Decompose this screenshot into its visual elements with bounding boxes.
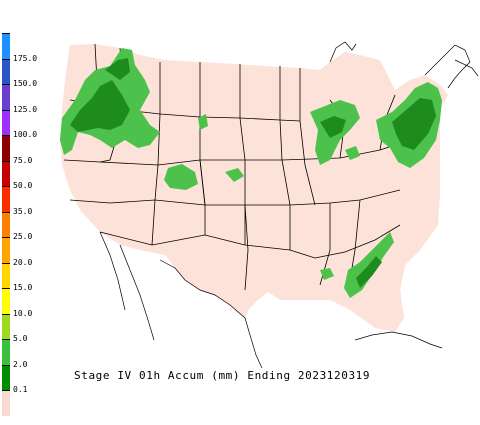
legend-color-swatch <box>2 135 10 161</box>
legend-tick-label: 125.0 <box>13 104 38 114</box>
map-caption: Stage IV 01h Accum (mm) Ending 202312031… <box>74 369 371 382</box>
legend-color-swatch <box>2 262 10 289</box>
legend-color-swatch <box>2 58 10 85</box>
legend-color-swatch <box>2 84 10 110</box>
legend-color-swatch <box>2 237 10 263</box>
legend-color-swatch <box>2 211 10 238</box>
legend-tick-label: 175.0 <box>13 53 38 63</box>
legend-color-swatch <box>2 109 10 136</box>
legend-tick-label: 35.0 <box>13 206 33 216</box>
legend-color-swatch <box>2 313 10 340</box>
legend-tick-label: 75.0 <box>13 155 33 165</box>
legend-color-swatch <box>2 390 10 416</box>
legend-color-swatch <box>2 364 10 391</box>
legend-tick-label: 100.0 <box>13 130 38 140</box>
legend-tick-label: 20.0 <box>13 257 33 267</box>
legend-tick-label: 10.0 <box>13 308 33 318</box>
legend-tick-label: 25.0 <box>13 232 33 242</box>
legend-tick-label: 2.0 <box>13 359 28 369</box>
coastlines <box>99 41 479 369</box>
precip-areas <box>60 48 442 298</box>
legend-color-swatch <box>2 288 10 314</box>
precip-legend: 175.0 150.0 125.0 100.0 75.0 50.0 35.0 25.0 20.0… <box>0 33 40 416</box>
legend-tick-label: 15.0 <box>13 283 33 293</box>
legend-tick-label: 0.1 <box>13 385 28 395</box>
legend-color-swatch <box>2 339 10 365</box>
legend-tick-label: 5.0 <box>13 334 28 344</box>
legend-color-swatch <box>2 33 10 59</box>
legend-color-swatch <box>2 160 10 187</box>
legend-tick-label: 50.0 <box>13 181 33 191</box>
legend-color-swatch <box>2 186 10 212</box>
legend-tick-label: 150.0 <box>13 79 38 89</box>
gulf-atlantic-coverage <box>268 195 438 332</box>
